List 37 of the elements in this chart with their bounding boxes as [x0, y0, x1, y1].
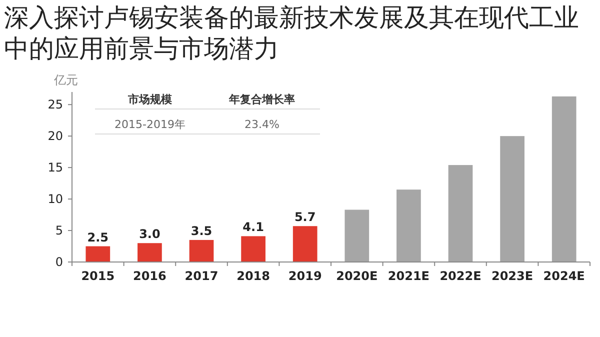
y-axis-title: 亿元 — [53, 73, 78, 87]
x-tick-label: 2016 — [132, 269, 166, 283]
x-tick-label: 2015 — [81, 269, 115, 283]
chart-title: 深入探讨卢锡安装备的最新技术发展及其在现代工业中的应用前景与市场潜力 — [4, 2, 580, 64]
y-tick-label: 10 — [48, 192, 63, 206]
bar — [396, 190, 421, 262]
bar — [448, 165, 473, 262]
bar — [500, 136, 524, 262]
x-tick-label: 2019 — [288, 269, 322, 283]
y-tick-label: 25 — [48, 98, 63, 112]
x-tick-label: 2021E — [388, 269, 430, 283]
x-tick-label: 2022E — [440, 269, 482, 283]
data-label: 3.5 — [190, 224, 212, 238]
annotation: 23.4% — [244, 118, 280, 131]
bar — [86, 246, 110, 262]
y-tick-label: 15 — [48, 160, 63, 175]
annotation: 年复合增长率 — [228, 93, 295, 106]
data-label: 3.0 — [139, 227, 160, 242]
x-tick-label: 2024E — [543, 269, 585, 283]
x-tick-label: 2017 — [184, 269, 218, 283]
data-label: 2.5 — [87, 230, 109, 244]
bar — [241, 236, 266, 262]
annotation: 2015-2019年 — [114, 118, 186, 131]
y-tick-label: 5 — [55, 224, 63, 238]
bar — [189, 240, 214, 262]
bar — [292, 226, 318, 262]
data-label: 5.7 — [294, 210, 316, 224]
x-tick-label: 2023E — [491, 269, 534, 283]
data-label: 4.1 — [242, 220, 264, 234]
annotation: 市场规模 — [127, 93, 173, 106]
bar — [552, 96, 576, 262]
y-tick-label: 20 — [48, 129, 63, 144]
bar — [344, 210, 370, 262]
y-tick-label: 0 — [55, 255, 63, 269]
bar — [138, 243, 162, 262]
x-tick-label: 2020E — [336, 269, 378, 283]
x-tick-label: 2018 — [236, 269, 270, 283]
